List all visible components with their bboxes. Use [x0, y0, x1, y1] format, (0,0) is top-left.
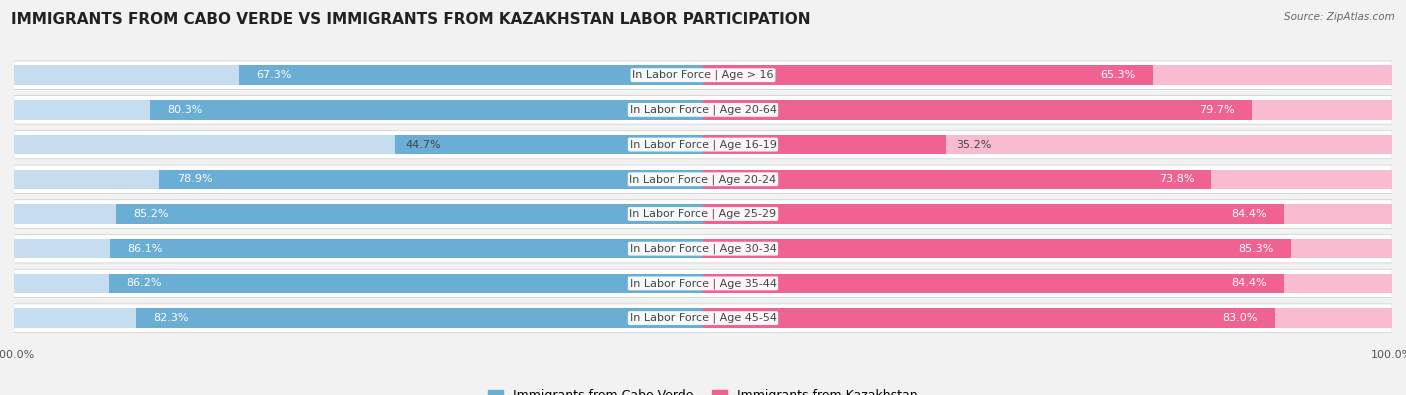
- Text: 65.3%: 65.3%: [1101, 70, 1136, 80]
- Text: 79.7%: 79.7%: [1199, 105, 1234, 115]
- Bar: [117, 204, 703, 224]
- Bar: [703, 308, 1392, 328]
- Text: 44.7%: 44.7%: [405, 139, 441, 150]
- Bar: [14, 135, 703, 154]
- Text: IMMIGRANTS FROM CABO VERDE VS IMMIGRANTS FROM KAZAKHSTAN LABOR PARTICIPATION: IMMIGRANTS FROM CABO VERDE VS IMMIGRANTS…: [11, 12, 811, 27]
- Text: 86.2%: 86.2%: [127, 278, 162, 288]
- Bar: [110, 239, 703, 258]
- Text: 80.3%: 80.3%: [167, 105, 202, 115]
- FancyBboxPatch shape: [14, 61, 1392, 89]
- Bar: [703, 135, 945, 154]
- Text: In Labor Force | Age 25-29: In Labor Force | Age 25-29: [630, 209, 776, 219]
- FancyBboxPatch shape: [14, 269, 1392, 297]
- Legend: Immigrants from Cabo Verde, Immigrants from Kazakhstan: Immigrants from Cabo Verde, Immigrants f…: [484, 384, 922, 395]
- Text: In Labor Force | Age 20-64: In Labor Force | Age 20-64: [630, 105, 776, 115]
- Text: 82.3%: 82.3%: [153, 313, 188, 323]
- Text: 78.9%: 78.9%: [177, 174, 212, 184]
- Bar: [703, 135, 1392, 154]
- FancyBboxPatch shape: [14, 130, 1392, 159]
- Text: In Labor Force | Age 16-19: In Labor Force | Age 16-19: [630, 139, 776, 150]
- Bar: [703, 204, 1285, 224]
- Text: In Labor Force | Age 45-54: In Labor Force | Age 45-54: [630, 313, 776, 324]
- FancyBboxPatch shape: [14, 200, 1392, 228]
- Bar: [159, 169, 703, 189]
- Bar: [703, 239, 1291, 258]
- Text: 86.1%: 86.1%: [127, 244, 163, 254]
- Bar: [136, 308, 703, 328]
- Bar: [703, 239, 1392, 258]
- Text: 85.3%: 85.3%: [1239, 244, 1274, 254]
- Text: 73.8%: 73.8%: [1159, 174, 1194, 184]
- Bar: [14, 204, 703, 224]
- FancyBboxPatch shape: [14, 96, 1392, 124]
- Bar: [14, 274, 703, 293]
- Bar: [703, 169, 1392, 189]
- Bar: [703, 204, 1392, 224]
- Bar: [703, 169, 1212, 189]
- Bar: [239, 66, 703, 85]
- FancyBboxPatch shape: [14, 165, 1392, 194]
- Text: 84.4%: 84.4%: [1232, 278, 1267, 288]
- Bar: [110, 274, 703, 293]
- Bar: [703, 100, 1253, 120]
- Bar: [14, 169, 703, 189]
- FancyBboxPatch shape: [14, 235, 1392, 263]
- FancyBboxPatch shape: [14, 304, 1392, 332]
- Bar: [703, 66, 1153, 85]
- Text: Source: ZipAtlas.com: Source: ZipAtlas.com: [1284, 12, 1395, 22]
- Bar: [14, 308, 703, 328]
- Bar: [150, 100, 703, 120]
- Bar: [703, 308, 1275, 328]
- Text: 84.4%: 84.4%: [1232, 209, 1267, 219]
- Bar: [703, 274, 1392, 293]
- Text: 83.0%: 83.0%: [1222, 313, 1257, 323]
- Bar: [14, 100, 703, 120]
- Text: In Labor Force | Age > 16: In Labor Force | Age > 16: [633, 70, 773, 81]
- Text: In Labor Force | Age 30-34: In Labor Force | Age 30-34: [630, 243, 776, 254]
- Bar: [703, 274, 1285, 293]
- Text: 35.2%: 35.2%: [956, 139, 991, 150]
- Text: 85.2%: 85.2%: [134, 209, 169, 219]
- Bar: [395, 135, 703, 154]
- Text: 67.3%: 67.3%: [256, 70, 292, 80]
- Text: In Labor Force | Age 20-24: In Labor Force | Age 20-24: [630, 174, 776, 184]
- Text: In Labor Force | Age 35-44: In Labor Force | Age 35-44: [630, 278, 776, 289]
- Bar: [14, 66, 703, 85]
- Bar: [14, 239, 703, 258]
- Bar: [703, 100, 1392, 120]
- Bar: [703, 66, 1392, 85]
